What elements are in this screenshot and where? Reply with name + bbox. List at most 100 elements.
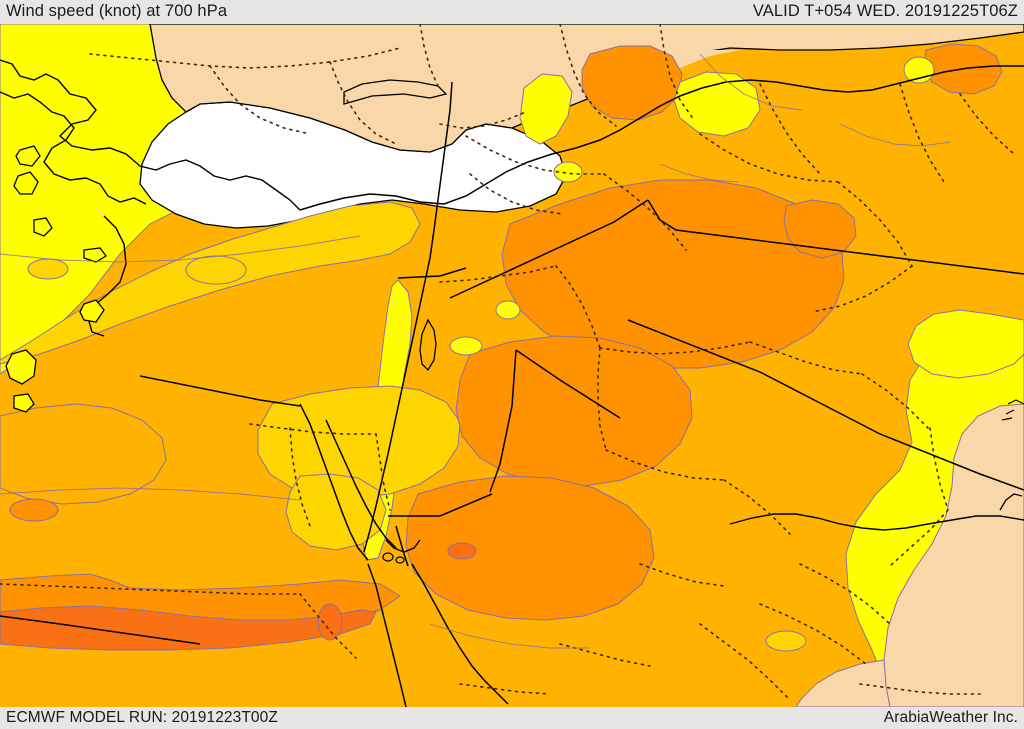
border-arabia-2 xyxy=(759,603,867,665)
border-line-jordan-saudi-2 xyxy=(647,199,1024,275)
border-iraq-5 xyxy=(959,93,1015,155)
coastline-red-sea-west-lower xyxy=(367,563,407,707)
coastline-sinai-tip xyxy=(385,539,421,553)
contour-spot-low-ne xyxy=(903,56,935,84)
border-saudi-5 xyxy=(723,479,791,535)
border-line-nw xyxy=(0,615,201,645)
coastline-islet-1 xyxy=(382,552,394,562)
coastline-islands-east xyxy=(1001,399,1024,421)
contour-spot-low-levant-2 xyxy=(495,300,521,320)
contour-lobe-high-nsaudi xyxy=(405,475,655,621)
border-turkey-6 xyxy=(559,24,617,127)
border-jordan-3 xyxy=(599,341,751,355)
border-syria-3 xyxy=(469,173,563,215)
border-saudi-1 xyxy=(749,341,863,375)
border-turkey-2 xyxy=(209,65,311,135)
border-iraq-4 xyxy=(899,83,945,183)
border-syria-1 xyxy=(465,135,605,175)
contour-spot-high-1 xyxy=(9,498,59,522)
coastline-greek-peninsula xyxy=(87,215,127,337)
border-egypt-4 xyxy=(299,593,357,659)
coastline-island-5 xyxy=(5,349,37,385)
attribution-label: ArabiaWeather Inc. xyxy=(883,709,1018,726)
contour-lobe-high-central xyxy=(455,335,693,487)
border-arabia-9 xyxy=(459,683,551,695)
border-saudi-2 xyxy=(861,373,929,429)
straight-border-lines-layer xyxy=(0,199,1024,645)
border-turkey-1 xyxy=(89,47,401,69)
border-line-israel-jordan xyxy=(397,267,467,279)
coastline-gulf-aqaba xyxy=(395,525,409,567)
contour-spot-moderate-1 xyxy=(27,258,69,280)
border-saudi-3 xyxy=(597,347,607,451)
border-arabia-3 xyxy=(699,623,791,701)
border-line-jordan-saudi-1 xyxy=(449,199,649,299)
border-egypt-3 xyxy=(0,583,301,595)
coastline-islet-2 xyxy=(395,556,405,564)
border-line-saudi-jordan-s xyxy=(388,493,493,517)
border-jordan-2 xyxy=(555,265,601,349)
coastline-turkey-south xyxy=(299,65,1024,211)
coastline-island-crete xyxy=(79,299,105,323)
border-arabia-4 xyxy=(929,427,949,511)
coastline-red-sea-east xyxy=(411,563,509,705)
contour-lobe-high-syria xyxy=(581,45,683,121)
wind-speed-contour-map[interactable] xyxy=(0,24,1024,707)
header-bar: Wind speed (knot) at 700 hPa VALID T+054… xyxy=(0,0,1024,24)
contour-band-highest-sw xyxy=(0,605,377,651)
border-arabia-5 xyxy=(889,509,949,567)
coastline-levant xyxy=(363,81,453,553)
border-turkey-5 xyxy=(439,111,527,129)
contour-spot-highest-sinai xyxy=(317,603,343,641)
border-jordan-1 xyxy=(439,265,557,283)
contour-spot-highest-central xyxy=(447,542,477,560)
contour-lobe-high-ne-top xyxy=(783,199,857,259)
contour-lobe-moderate-sinai-south xyxy=(285,473,387,551)
contour-spot-low-nc-3 xyxy=(673,71,761,137)
coastline-island-1 xyxy=(15,145,41,167)
border-syria-2 xyxy=(603,173,687,251)
border-arabia-7 xyxy=(639,563,725,587)
border-arabia-6 xyxy=(859,683,981,695)
coastline-gulf-suez xyxy=(325,419,397,549)
border-egypt-5 xyxy=(289,427,311,527)
map-contour-layer xyxy=(0,24,1024,707)
coastline-island-2 xyxy=(13,171,39,195)
border-turkey-3 xyxy=(329,61,397,145)
coastline-island-4 xyxy=(83,247,107,263)
contour-spot-low-levant xyxy=(449,336,483,356)
border-line-jordan-iraq xyxy=(489,349,517,493)
border-egypt-1 xyxy=(249,423,377,435)
coastline-aegean xyxy=(0,59,301,211)
contour-band-low-east-upper xyxy=(907,309,1024,379)
political-borders-layer xyxy=(0,24,1015,701)
contour-spot-moderate-2 xyxy=(185,255,247,285)
footer-bar: ECMWF MODEL RUN: 20191223T00Z ArabiaWeat… xyxy=(0,707,1024,729)
coastline-gulf-qatar xyxy=(999,493,1023,511)
border-iraq-2 xyxy=(837,181,913,267)
model-run-label: ECMWF MODEL RUN: 20191223T00Z xyxy=(6,709,278,726)
contour-band-moderate-sinai xyxy=(257,385,461,499)
border-line-west xyxy=(139,375,301,407)
coastline-aegean-2 xyxy=(0,91,147,205)
land-lowest-band-se-arabia-2 xyxy=(795,659,891,707)
coastline-island-3 xyxy=(33,217,53,237)
valid-time-label: VALID T+054 WED. 20191225T06Z xyxy=(752,2,1018,20)
border-line-jordan-saudi-3 xyxy=(515,349,621,419)
contour-spot-moderate-east xyxy=(765,630,807,652)
border-arabia-1 xyxy=(799,563,891,625)
coastline-persian-gulf xyxy=(729,513,1024,531)
border-iraq-6 xyxy=(811,265,913,313)
coastline-dead-sea xyxy=(419,318,437,372)
contour-spot-low-nc-1 xyxy=(519,73,573,145)
border-line-saudi-east xyxy=(627,319,1024,491)
coastline-island-6 xyxy=(13,393,35,413)
border-egypt-2 xyxy=(375,433,391,511)
contour-band-high-ne xyxy=(501,179,845,369)
border-saudi-4 xyxy=(605,449,725,481)
border-iraq-3 xyxy=(759,83,821,175)
page-title: Wind speed (knot) at 700 hPa xyxy=(6,2,228,20)
contour-line-detail-layer xyxy=(0,53,951,649)
contour-spot-low-nc-2 xyxy=(553,161,583,183)
